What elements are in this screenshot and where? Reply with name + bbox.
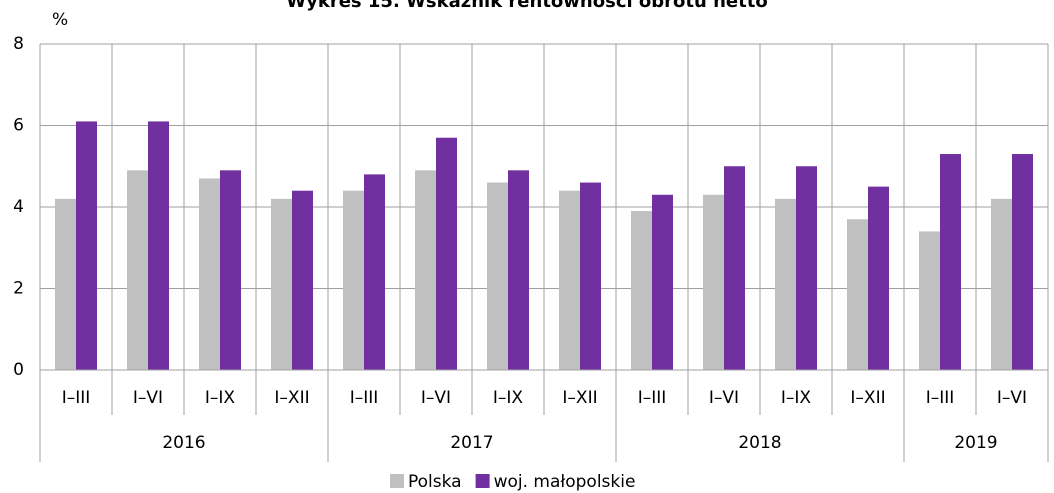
x-tick-label: I–IX [493, 388, 524, 408]
x-tick-label: I–III [350, 388, 379, 408]
bar [919, 231, 940, 370]
x-tick-label: I–VI [421, 388, 451, 408]
y-tick-label: 0 [13, 360, 24, 380]
bar [631, 211, 652, 370]
y-tick-label: 4 [13, 197, 24, 217]
x-tick-label: I–III [62, 388, 91, 408]
bar [271, 198, 292, 370]
x-tick-label: I–III [926, 388, 955, 408]
bar [364, 174, 385, 370]
bar [796, 166, 817, 370]
bar [487, 182, 508, 370]
x-tick-label: I–XII [850, 388, 885, 408]
x-tick-label: I–III [638, 388, 667, 408]
x-tick-label: I–IX [205, 388, 236, 408]
legend-swatch [390, 474, 404, 488]
bar [652, 194, 673, 370]
bar [868, 186, 889, 370]
y-tick-label: 6 [13, 116, 24, 136]
legend-swatch [475, 474, 490, 488]
y-tick-label: 2 [13, 279, 24, 299]
x-tick-label: I–VI [997, 388, 1027, 408]
x-tick-label: I–VI [709, 388, 739, 408]
bar [847, 219, 868, 370]
bar [991, 198, 1012, 370]
bar [1012, 154, 1033, 370]
bar [343, 190, 364, 370]
bar [199, 178, 220, 370]
bar [220, 170, 241, 370]
bar [580, 182, 601, 370]
y-axis-label: % [52, 10, 68, 30]
bar [76, 121, 97, 370]
bar [415, 170, 436, 370]
y-tick-label: 8 [13, 34, 24, 54]
group-label: 2017 [450, 433, 493, 453]
legend-label: woj. małopolskie [494, 472, 636, 492]
group-label: 2018 [738, 433, 781, 453]
bar [940, 154, 961, 370]
group-label: 2019 [954, 433, 997, 453]
bar [55, 198, 76, 370]
bar [148, 121, 169, 370]
x-tick-label: I–XII [562, 388, 597, 408]
bar [775, 198, 796, 370]
legend-label: Polska [408, 472, 462, 492]
bar [436, 137, 457, 370]
x-tick-label: I–XII [274, 388, 309, 408]
bar [724, 166, 745, 370]
bar [559, 190, 580, 370]
x-tick-label: I–IX [781, 388, 812, 408]
bar [508, 170, 529, 370]
chart-title: Wykres 15. Wskaźnik rentowności obrotu n… [286, 0, 767, 12]
bar [703, 194, 724, 370]
bar [292, 190, 313, 370]
group-label: 2016 [162, 433, 205, 453]
bar [127, 170, 148, 370]
x-tick-label: I–VI [133, 388, 163, 408]
